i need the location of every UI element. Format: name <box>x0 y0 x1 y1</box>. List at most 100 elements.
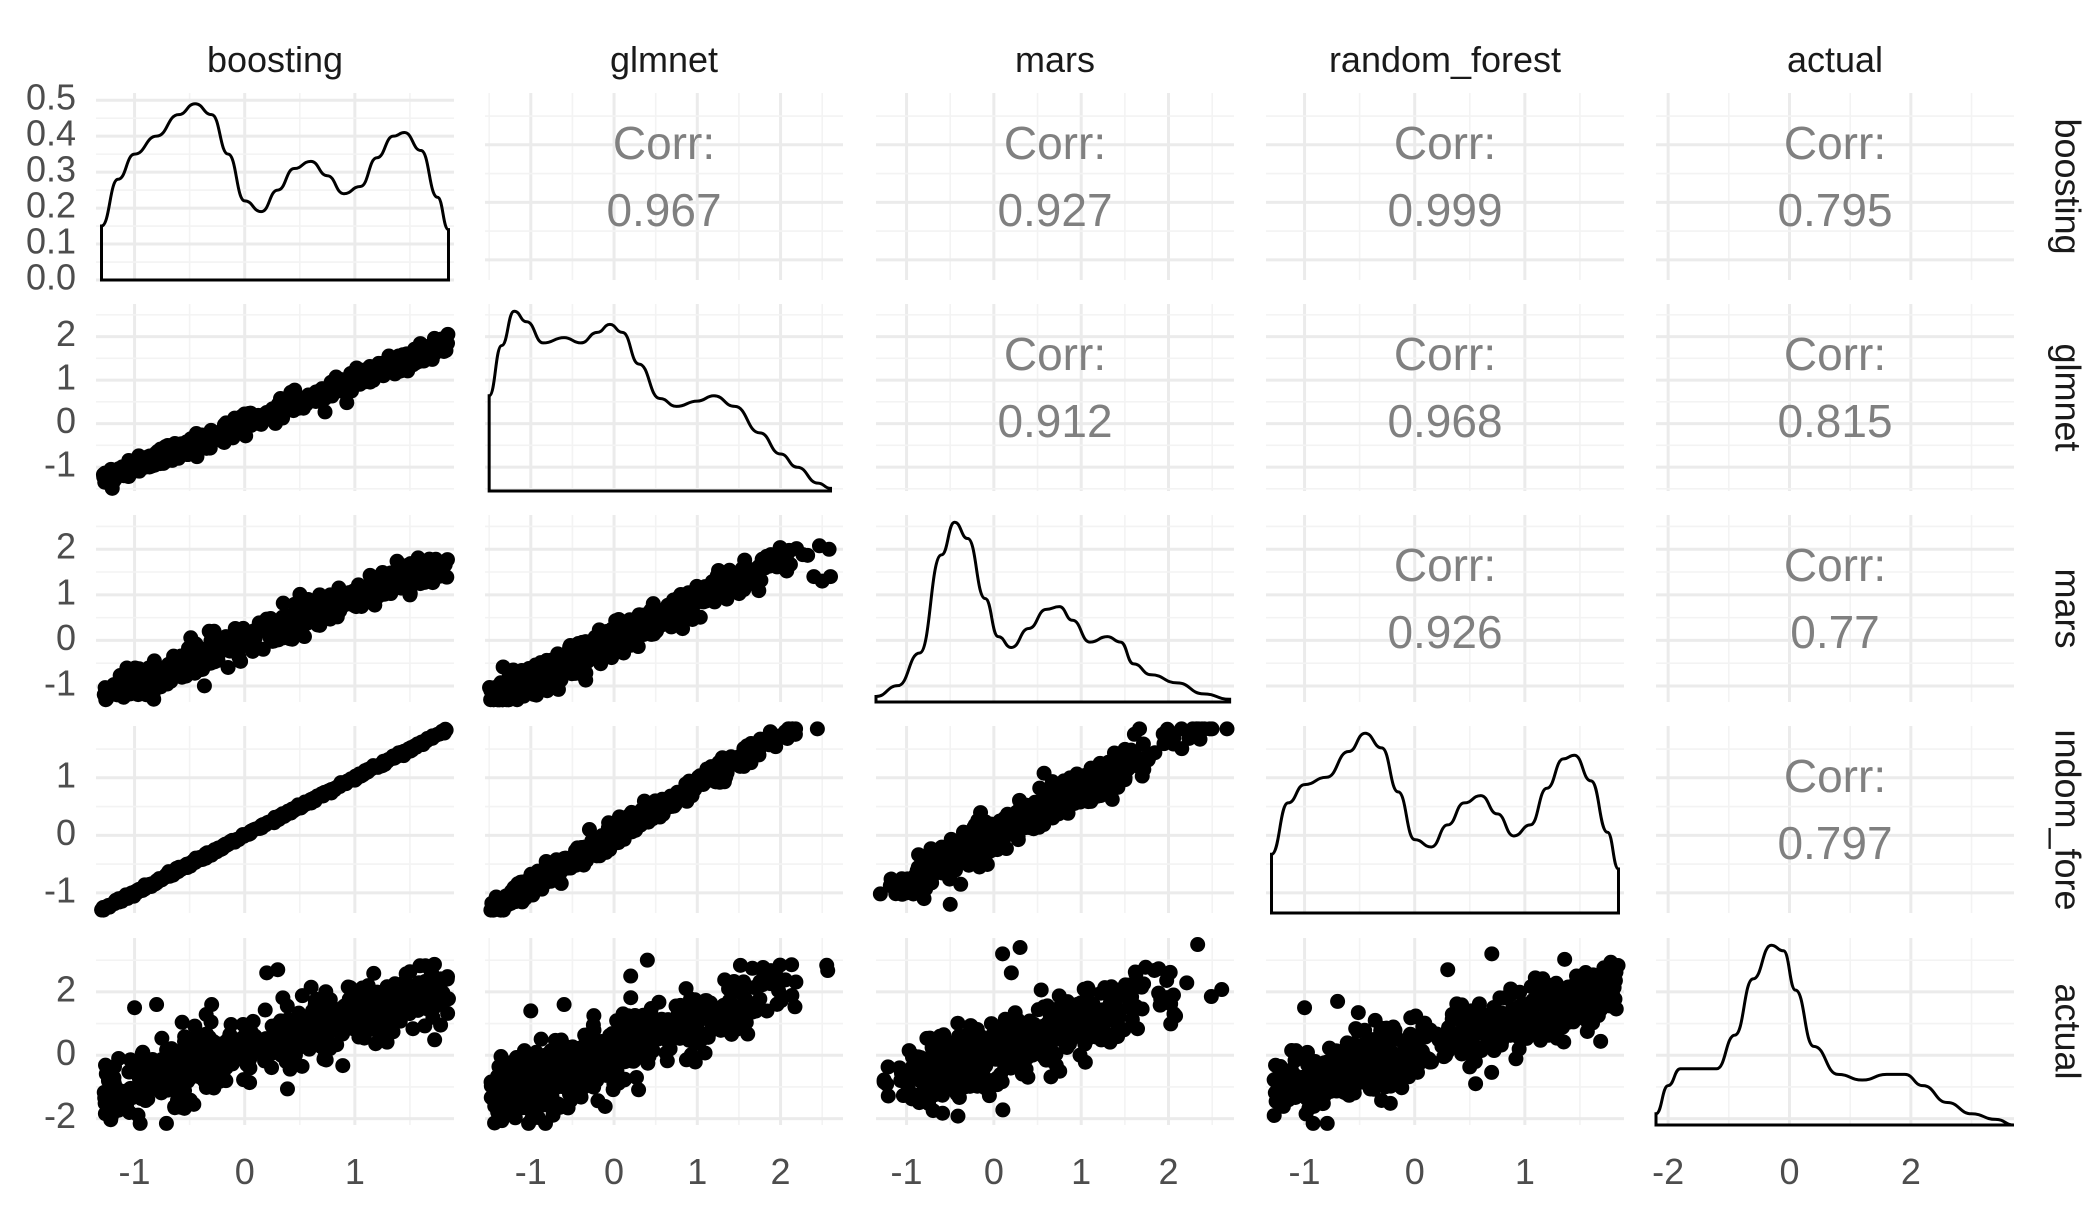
scatter-point <box>122 454 137 469</box>
scatter-point <box>146 692 161 707</box>
scatter-boosting-mars <box>97 550 455 707</box>
scatter-point <box>762 731 777 746</box>
scatter-point <box>958 851 973 866</box>
corr-value-boosting-mars: 0.927 <box>997 184 1112 236</box>
y-tick-label-density: 0.0 <box>26 257 76 298</box>
scatter-point <box>190 431 205 446</box>
scatter-point <box>1043 803 1058 818</box>
scatter-point <box>376 1021 391 1036</box>
y-tick-label-mars: 1 <box>56 571 76 612</box>
column-strip-label-mars: mars <box>1015 39 1095 80</box>
scatter-point <box>1011 1013 1026 1028</box>
scatter-point <box>131 1080 146 1095</box>
scatter-point <box>771 983 786 998</box>
scatter-point <box>911 847 926 862</box>
scatter-glmnet-random_forest <box>483 721 824 917</box>
scatter-point <box>950 1016 965 1031</box>
scatter-point <box>211 841 226 856</box>
scatter-point <box>589 833 604 848</box>
scatter-point <box>371 578 386 593</box>
x-tick-label-actual: -2 <box>1652 1151 1684 1192</box>
scatter-point <box>178 858 193 873</box>
scatter-point <box>103 1112 118 1127</box>
scatter-point <box>593 656 608 671</box>
scatter-point <box>262 815 277 830</box>
corr-label: Corr: <box>1784 750 1886 802</box>
scatter-mars-random_forest <box>873 721 1235 911</box>
corr-label: Corr: <box>613 117 715 169</box>
scatter-point-outlier <box>523 1003 538 1018</box>
scatter-point <box>586 1008 601 1023</box>
corr-value-boosting-actual: 0.795 <box>1777 184 1892 236</box>
scatter-point <box>374 1006 389 1021</box>
scatter-point <box>206 1080 221 1095</box>
scatter-point <box>711 1017 726 1032</box>
scatter-point <box>295 1059 310 1074</box>
scatter-point <box>770 997 785 1012</box>
scatter-point <box>310 392 325 407</box>
scatter-point <box>197 678 212 693</box>
y-tick-label-glmnet: 2 <box>56 313 76 354</box>
scatter-point <box>495 692 510 707</box>
scatter-point <box>225 629 240 644</box>
scatter-point <box>658 614 673 629</box>
scatter-point <box>427 337 442 352</box>
corr-label: Corr: <box>1394 117 1496 169</box>
corr-value-glmnet-random_forest: 0.968 <box>1387 395 1502 447</box>
scatter-point <box>180 1032 195 1047</box>
scatter-point <box>779 563 794 578</box>
scatter-point <box>973 805 988 820</box>
scatter-glmnet-mars <box>482 538 838 707</box>
row-strip-label-boosting: boosting <box>2047 118 2088 254</box>
scatter-point <box>710 568 725 583</box>
scatter-point <box>622 612 637 627</box>
panel-boosting-boosting <box>96 93 454 280</box>
scatter-point <box>1077 982 1092 997</box>
x-tick-label-boosting: 1 <box>345 1151 365 1192</box>
scatter-point <box>1080 781 1095 796</box>
scatter-point <box>296 1022 311 1037</box>
scatter-point <box>773 958 788 973</box>
scatter-point <box>342 992 357 1007</box>
scatter-point <box>275 610 290 625</box>
scatter-point <box>346 590 361 605</box>
scatter-point <box>280 1081 295 1096</box>
scatter-point <box>800 548 815 563</box>
corr-label: Corr: <box>1784 117 1886 169</box>
scatter-point <box>335 1058 350 1073</box>
scatter-point <box>362 1019 377 1034</box>
scatter-point <box>607 825 622 840</box>
scatter-point <box>582 1039 597 1054</box>
scatter-point <box>502 675 517 690</box>
scatter-point <box>935 1106 950 1121</box>
scatter-point <box>195 1038 210 1053</box>
scatter-point <box>995 1102 1010 1117</box>
scatter-point <box>412 958 427 973</box>
scatter-point <box>1130 1021 1145 1036</box>
y-tick-label-density: 0.2 <box>26 185 76 226</box>
scatter-point <box>133 1116 148 1131</box>
scatter-point <box>289 597 304 612</box>
y-tick-label-actual: -2 <box>44 1095 76 1136</box>
scatter-point <box>369 992 384 1007</box>
scatter-point <box>175 1015 190 1030</box>
scatter-point <box>121 1064 136 1079</box>
scatter-point <box>239 1025 254 1040</box>
scatter-point <box>170 444 185 459</box>
scatter-point-outlier <box>640 953 655 968</box>
y-tick-label-random_forest: 0 <box>56 812 76 853</box>
scatter-point <box>707 594 722 609</box>
scatter-point <box>140 450 155 465</box>
scatter-point <box>291 398 306 413</box>
scatter-point <box>273 1016 288 1031</box>
scatter-point <box>717 972 732 987</box>
scatter-point <box>144 1059 159 1074</box>
scatter-point <box>1025 811 1040 826</box>
scatter-point <box>698 1045 713 1060</box>
x-tick-label-boosting: 0 <box>235 1151 255 1192</box>
scatter-point <box>121 469 136 484</box>
scatter-point <box>252 616 267 631</box>
scatter-point <box>393 1014 408 1029</box>
scatter-point <box>239 625 254 640</box>
